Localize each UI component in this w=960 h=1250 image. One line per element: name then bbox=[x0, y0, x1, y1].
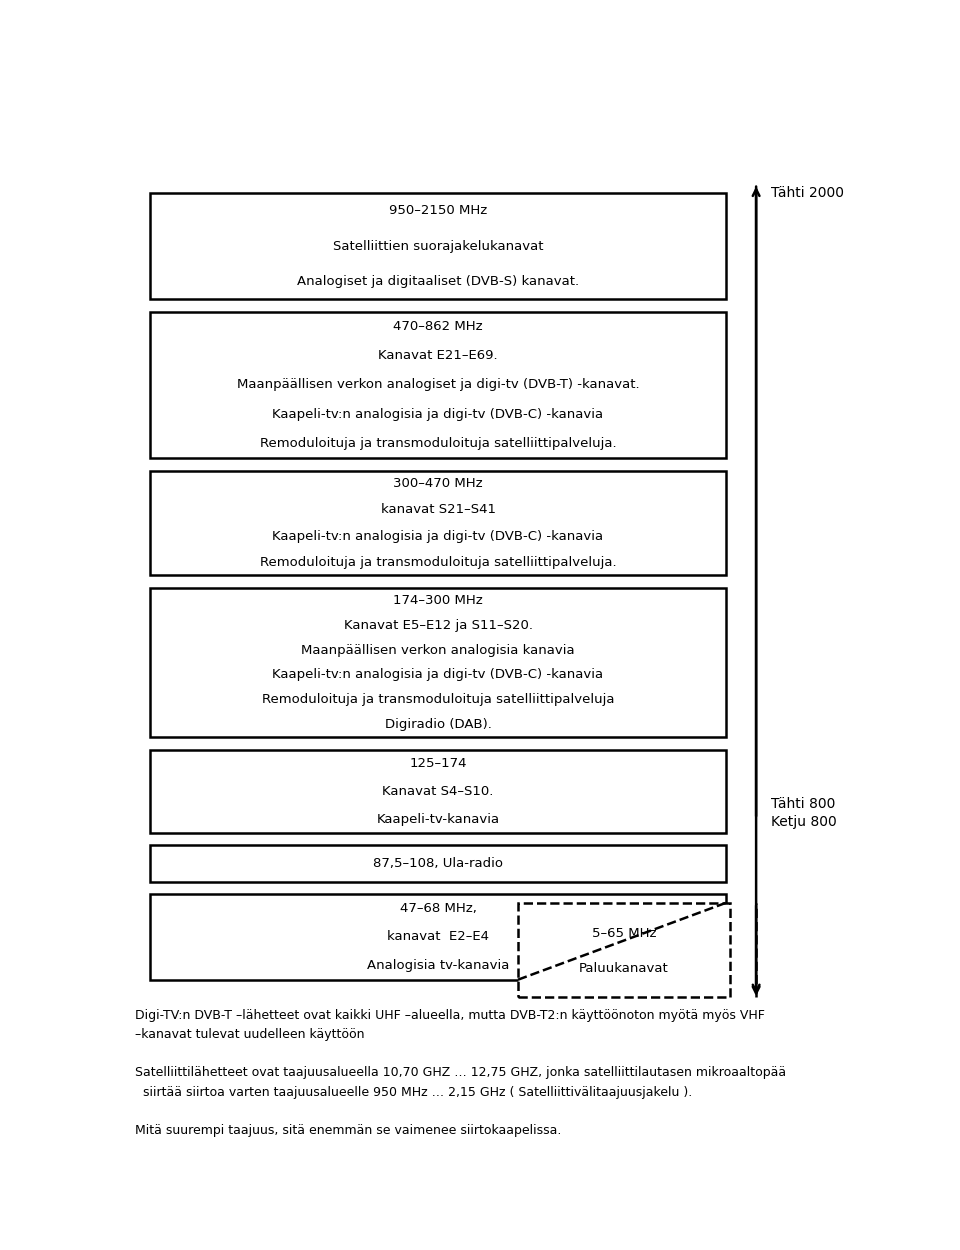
Text: Tähti 800
Ketju 800: Tähti 800 Ketju 800 bbox=[771, 796, 837, 829]
Text: –kanavat tulevat uudelleen käyttöön: –kanavat tulevat uudelleen käyttöön bbox=[134, 1028, 365, 1041]
Text: 174–300 MHz: 174–300 MHz bbox=[394, 594, 483, 606]
Text: Maanpäällisen verkon analogiset ja digi-tv (DVB-T) -kanavat.: Maanpäällisen verkon analogiset ja digi-… bbox=[237, 379, 639, 391]
Bar bbox=[150, 470, 727, 575]
Text: 47–68 MHz,: 47–68 MHz, bbox=[399, 901, 476, 915]
Text: Kanavat E5–E12 ja S11–S20.: Kanavat E5–E12 ja S11–S20. bbox=[344, 619, 533, 631]
Bar bbox=[518, 902, 730, 998]
Bar bbox=[150, 194, 727, 299]
Text: Paluukanavat: Paluukanavat bbox=[579, 962, 669, 975]
Text: 300–470 MHz: 300–470 MHz bbox=[394, 478, 483, 490]
Text: Kaapeli-tv:n analogisia ja digi-tv (DVB-C) -kanavia: Kaapeli-tv:n analogisia ja digi-tv (DVB-… bbox=[273, 530, 604, 542]
Text: Remoduloituja ja transmoduloituja satelliittipalveluja.: Remoduloituja ja transmoduloituja satell… bbox=[260, 436, 616, 450]
Text: Remoduloituja ja transmoduloituja satelliittipalveluja.: Remoduloituja ja transmoduloituja satell… bbox=[260, 556, 616, 569]
Text: kanavat S21–S41: kanavat S21–S41 bbox=[380, 504, 495, 516]
Text: Analogiset ja digitaaliset (DVB-S) kanavat.: Analogiset ja digitaaliset (DVB-S) kanav… bbox=[297, 275, 579, 288]
Text: Maanpäällisen verkon analogisia kanavia: Maanpäällisen verkon analogisia kanavia bbox=[301, 644, 575, 656]
Text: 125–174: 125–174 bbox=[409, 758, 467, 770]
Text: 5–65 MHz: 5–65 MHz bbox=[591, 928, 657, 940]
Text: 87,5–108, Ula-radio: 87,5–108, Ula-radio bbox=[373, 856, 503, 870]
Bar bbox=[150, 588, 727, 738]
Text: Satelliittilähetteet ovat taajuusalueella 10,70 GHZ … 12,75 GHZ, jonka satelliit: Satelliittilähetteet ovat taajuusalueell… bbox=[134, 1066, 786, 1079]
Text: 950–2150 MHz: 950–2150 MHz bbox=[389, 205, 487, 217]
Bar bbox=[150, 894, 727, 980]
Bar bbox=[150, 845, 727, 881]
Text: Remoduloituja ja transmoduloituja satelliittipalveluja: Remoduloituja ja transmoduloituja satell… bbox=[262, 694, 614, 706]
Text: Tähti 2000: Tähti 2000 bbox=[771, 185, 844, 200]
Text: kanavat  E2–E4: kanavat E2–E4 bbox=[387, 930, 489, 944]
Text: Kaapeli-tv-kanavia: Kaapeli-tv-kanavia bbox=[376, 812, 499, 826]
Text: Mitä suurempi taajuus, sitä enemmän se vaimenee siirtokaapelissa.: Mitä suurempi taajuus, sitä enemmän se v… bbox=[134, 1124, 562, 1138]
Text: Satelliittien suorajakelukanavat: Satelliittien suorajakelukanavat bbox=[333, 240, 543, 252]
Text: Kanavat S4–S10.: Kanavat S4–S10. bbox=[382, 785, 493, 798]
Text: 470–862 MHz: 470–862 MHz bbox=[394, 320, 483, 332]
Text: Kaapeli-tv:n analogisia ja digi-tv (DVB-C) -kanavia: Kaapeli-tv:n analogisia ja digi-tv (DVB-… bbox=[273, 408, 604, 420]
Text: Digiradio (DAB).: Digiradio (DAB). bbox=[385, 719, 492, 731]
Text: Kaapeli-tv:n analogisia ja digi-tv (DVB-C) -kanavia: Kaapeli-tv:n analogisia ja digi-tv (DVB-… bbox=[273, 669, 604, 681]
Text: Analogisia tv-kanavia: Analogisia tv-kanavia bbox=[367, 959, 509, 972]
Text: Kanavat E21–E69.: Kanavat E21–E69. bbox=[378, 349, 498, 362]
Text: Digi-TV:n DVB-T –lähetteet ovat kaikki UHF –alueella, mutta DVB-T2:n käyttöönoto: Digi-TV:n DVB-T –lähetteet ovat kaikki U… bbox=[134, 1009, 765, 1021]
Text: siirtää siirtoa varten taajuusalueelle 950 MHz … 2,15 GHz ( Satelliittivälitaaju: siirtää siirtoa varten taajuusalueelle 9… bbox=[134, 1085, 692, 1099]
Bar bbox=[150, 750, 727, 834]
Bar bbox=[150, 311, 727, 458]
